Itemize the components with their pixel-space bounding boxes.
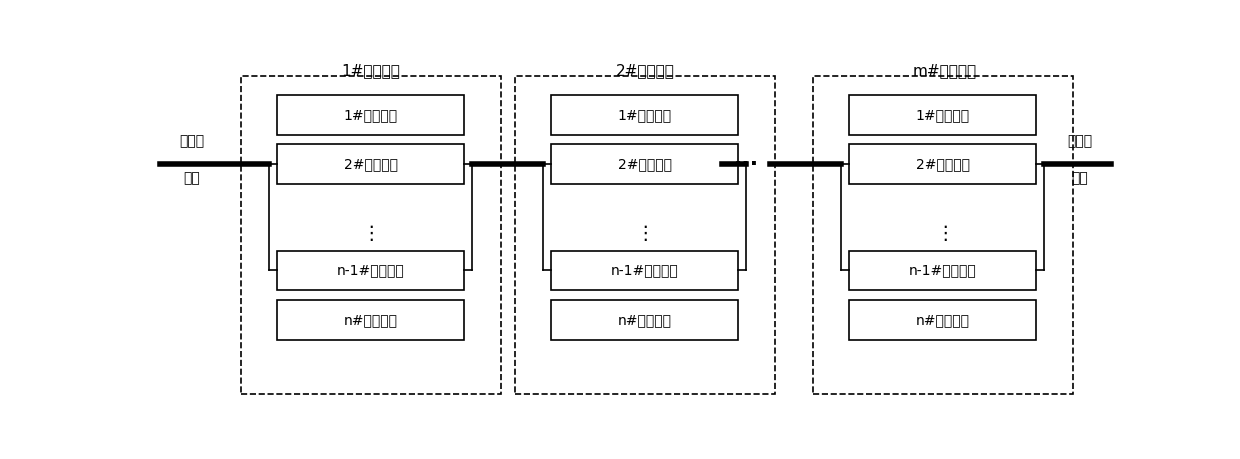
Text: n-1#电池模块: n-1#电池模块 (909, 263, 976, 277)
Bar (813, 76, 1073, 394)
Text: n-1#电池模块: n-1#电池模块 (611, 263, 678, 277)
Text: n#电池模块: n#电池模块 (343, 313, 398, 327)
Bar (277, 300, 465, 340)
Text: 2#电池模块: 2#电池模块 (915, 157, 970, 171)
Bar (277, 145, 465, 184)
Bar (849, 251, 1037, 290)
Text: ⋮: ⋮ (935, 224, 955, 243)
Bar (277, 251, 465, 290)
Text: 电池组: 电池组 (1066, 134, 1092, 148)
Text: m#电池单元: m#电池单元 (913, 63, 977, 78)
Bar (849, 145, 1037, 184)
Bar (551, 251, 738, 290)
Bar (849, 95, 1037, 134)
Bar (516, 76, 775, 394)
Bar (551, 300, 738, 340)
Text: n#电池模块: n#电池模块 (618, 313, 672, 327)
Text: 2#电池模块: 2#电池模块 (343, 157, 398, 171)
Text: 1#电池模块: 1#电池模块 (618, 108, 672, 122)
Text: 正极: 正极 (1071, 171, 1087, 185)
Text: 1#电池单元: 1#电池单元 (342, 63, 401, 78)
Text: 负极: 负极 (184, 171, 200, 185)
Bar (551, 95, 738, 134)
Text: 2#电池单元: 2#电池单元 (616, 63, 675, 78)
Text: 电池组: 电池组 (179, 134, 205, 148)
Text: n#电池模块: n#电池模块 (915, 313, 970, 327)
Bar (277, 95, 465, 134)
Text: n-1#电池模块: n-1#电池模块 (337, 263, 404, 277)
Bar (242, 76, 501, 394)
Text: ⋮: ⋮ (362, 224, 381, 243)
Text: ⋮: ⋮ (635, 224, 655, 243)
Text: 2#电池模块: 2#电池模块 (618, 157, 672, 171)
Text: 1#电池模块: 1#电池模块 (343, 108, 398, 122)
Bar (551, 145, 738, 184)
Text: 1#电池模块: 1#电池模块 (915, 108, 970, 122)
Text: ···: ··· (733, 154, 759, 174)
Bar (849, 300, 1037, 340)
